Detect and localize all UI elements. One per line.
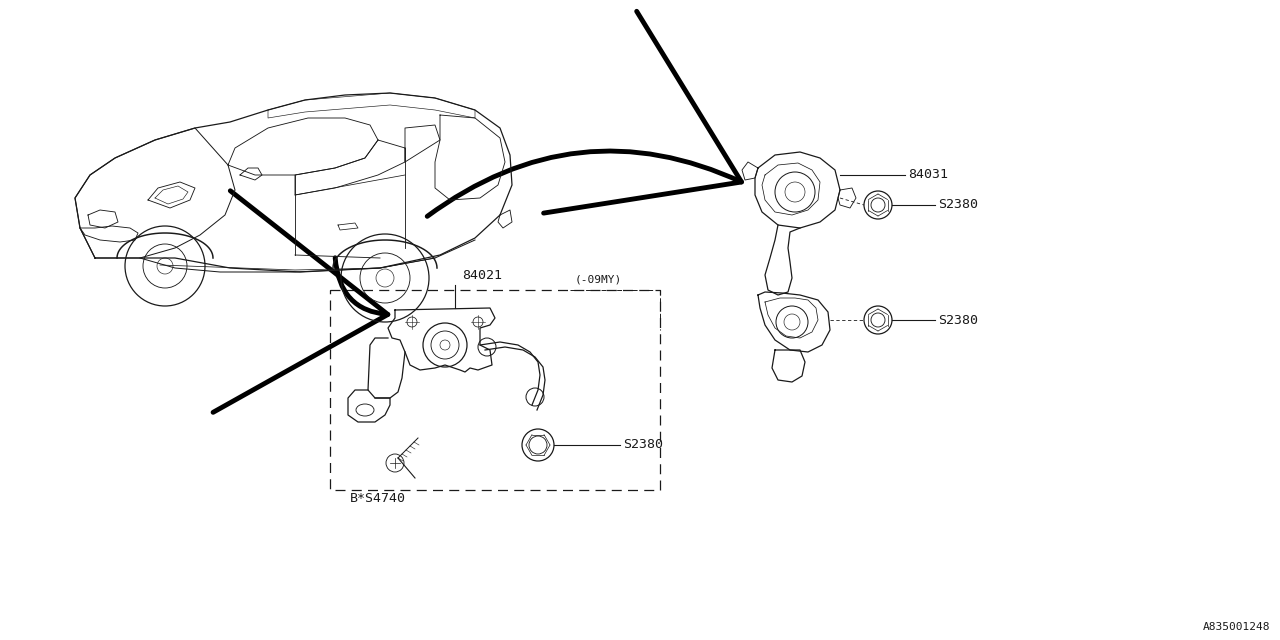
Text: S2380: S2380 xyxy=(938,314,978,326)
Text: S2380: S2380 xyxy=(623,438,663,451)
Text: A835001248: A835001248 xyxy=(1202,622,1270,632)
Text: (-09MY): (-09MY) xyxy=(575,275,622,285)
Text: 84021: 84021 xyxy=(462,269,502,282)
Text: 84031: 84031 xyxy=(908,168,948,182)
Text: S2380: S2380 xyxy=(938,198,978,211)
Text: B*S4740: B*S4740 xyxy=(349,492,406,505)
